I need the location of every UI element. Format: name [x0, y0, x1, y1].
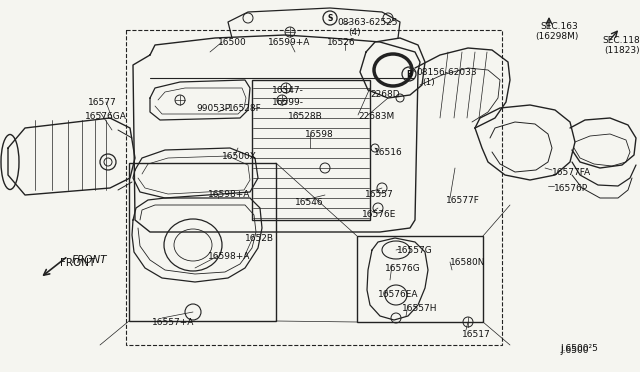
Text: 16577FA: 16577FA: [552, 168, 591, 177]
Text: 16547-: 16547-: [272, 86, 304, 95]
Text: 1652B: 1652B: [245, 234, 274, 243]
Text: 16557G: 16557G: [397, 246, 433, 255]
Bar: [126, 30, 502, 345]
Text: (11823): (11823): [604, 46, 639, 55]
Text: 22683M: 22683M: [358, 112, 394, 121]
Text: 16576G: 16576G: [385, 264, 420, 273]
Text: B: B: [406, 70, 412, 79]
Text: 08156-62033: 08156-62033: [416, 68, 477, 77]
Text: 16528B: 16528B: [288, 112, 323, 121]
Text: FRONT: FRONT: [60, 258, 95, 268]
Text: 16577: 16577: [88, 98, 116, 107]
Text: 16526: 16526: [327, 38, 356, 47]
Text: S: S: [327, 14, 333, 23]
Text: 16500: 16500: [218, 38, 247, 47]
Text: 16576P: 16576P: [554, 184, 588, 193]
Text: 16576E: 16576E: [362, 210, 396, 219]
Text: 16598: 16598: [305, 130, 333, 139]
Text: 99053P: 99053P: [196, 104, 230, 113]
Text: J.6500²5: J.6500²5: [560, 344, 598, 353]
Text: 16576GA: 16576GA: [85, 112, 127, 121]
Bar: [252, 80, 370, 220]
Text: 16557H: 16557H: [402, 304, 438, 313]
Text: 16528F: 16528F: [228, 104, 262, 113]
Text: 16577F: 16577F: [446, 196, 480, 205]
Text: 16557+A: 16557+A: [152, 318, 195, 327]
Text: SEC.118: SEC.118: [602, 36, 640, 45]
Text: 08363-62525: 08363-62525: [337, 18, 397, 27]
Bar: [129, 163, 276, 321]
Text: FRONT: FRONT: [72, 255, 108, 265]
Text: (16298M): (16298M): [535, 32, 579, 41]
Bar: [357, 236, 483, 322]
Text: (1): (1): [422, 78, 435, 87]
Text: 16557: 16557: [365, 190, 394, 199]
Text: SEC.163: SEC.163: [540, 22, 578, 31]
Text: 16546: 16546: [295, 198, 324, 207]
Text: 2268D: 2268D: [370, 90, 399, 99]
Text: 16598+A: 16598+A: [208, 190, 250, 199]
Text: 16576EA: 16576EA: [378, 290, 419, 299]
Text: 16599+A: 16599+A: [268, 38, 310, 47]
Text: 16580N: 16580N: [450, 258, 486, 267]
Text: (4): (4): [348, 28, 360, 37]
Text: 16516: 16516: [374, 148, 403, 157]
Text: 16517: 16517: [462, 330, 491, 339]
Text: 16500X: 16500X: [222, 152, 257, 161]
Text: 16599-: 16599-: [272, 98, 304, 107]
Text: 16598+A: 16598+A: [208, 252, 250, 261]
Text: J.6500: J.6500: [560, 346, 589, 355]
